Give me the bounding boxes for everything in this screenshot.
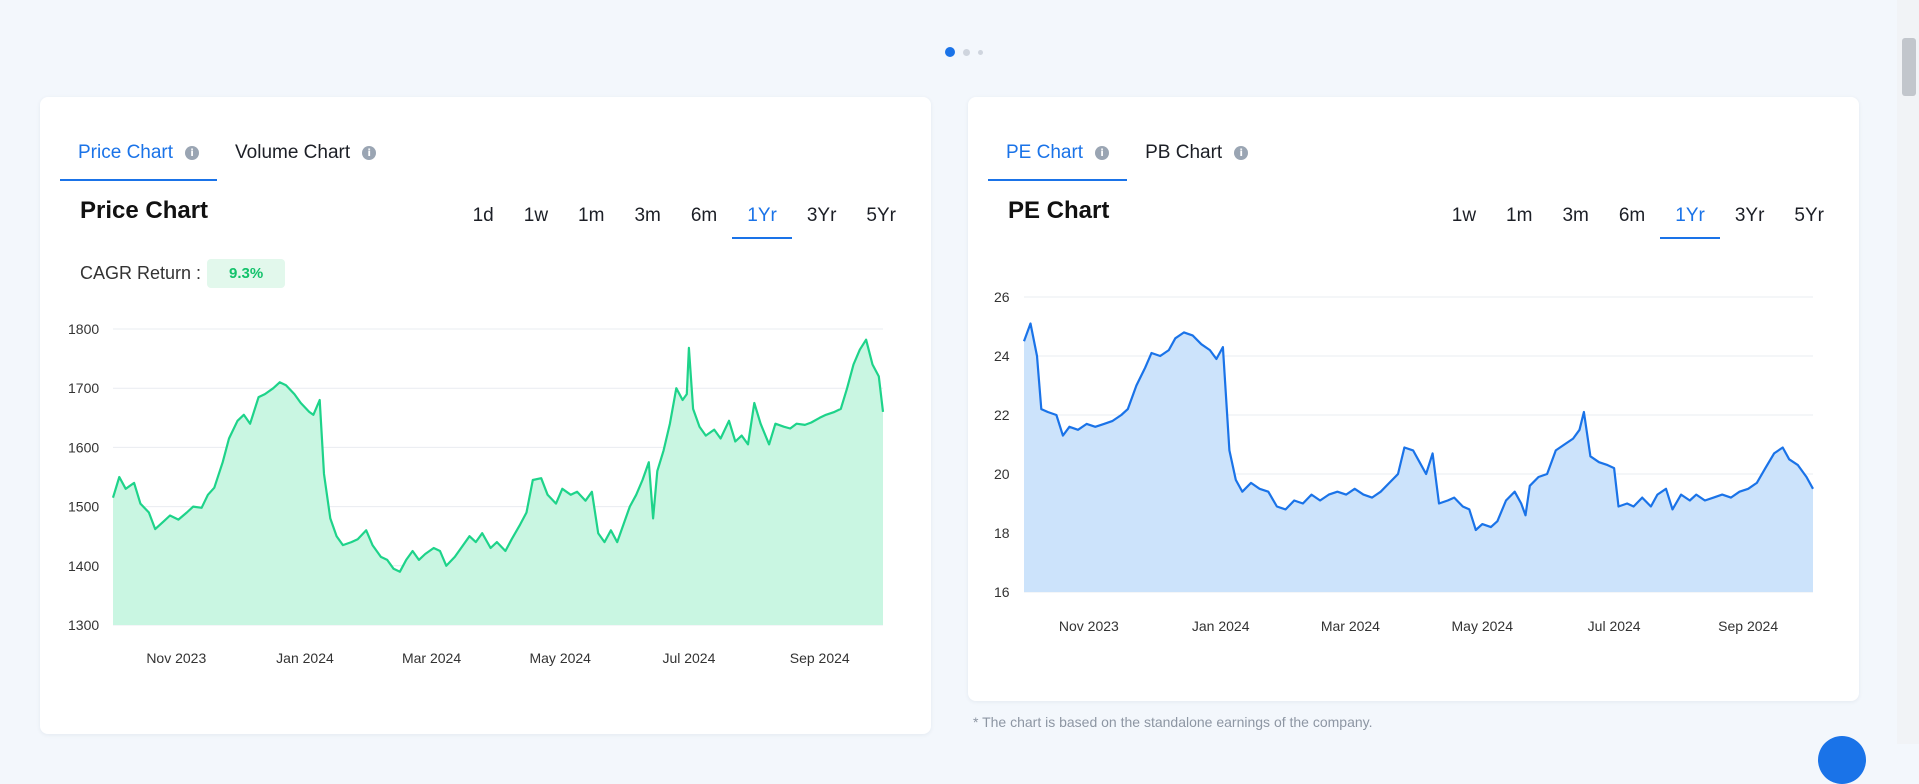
cagr-value-badge: 9.3% <box>207 259 286 288</box>
period-6m[interactable]: 6m <box>1618 205 1646 226</box>
chart-title: PE Chart <box>1008 197 1110 224</box>
cagr-row: CAGR Return : 9.3% <box>80 259 286 288</box>
period-5yr[interactable]: 5Yr <box>1794 205 1824 226</box>
chart-tabs: Price Chart i Volume Chart i <box>60 127 394 181</box>
period-selector: 1w 1m 3m 6m 1Yr 3Yr 5Yr <box>1437 195 1839 239</box>
price-chart-card: Price Chart i Volume Chart i Price Chart… <box>40 97 931 734</box>
footnote: * The chart is based on the standalone e… <box>973 714 1373 730</box>
chart-title: Price Chart <box>80 197 209 224</box>
y-tick-label: 18 <box>994 525 1010 541</box>
period-1m[interactable]: 1m <box>1506 205 1533 226</box>
y-tick-label: 20 <box>994 466 1010 482</box>
carousel-dot-3[interactable] <box>978 49 983 55</box>
price-area-chart[interactable]: 1300 1400 1500 1600 1700 1800 Nov 2023 Jan 2024… <box>40 97 931 734</box>
info-icon[interactable]: i <box>1095 146 1110 160</box>
y-tick-label: 1600 <box>68 439 99 455</box>
x-tick-label: Mar 2024 <box>402 650 461 666</box>
scrollbar-thumb[interactable] <box>1902 38 1916 96</box>
series-area-fill <box>1024 323 1813 592</box>
x-tick-label: Nov 2023 <box>1059 618 1119 634</box>
x-tick-label: Nov 2023 <box>146 650 206 666</box>
x-tick-label: May 2024 <box>1452 618 1514 634</box>
period-1m[interactable]: 1m <box>578 205 605 226</box>
x-tick-label: Jul 2024 <box>1588 618 1641 634</box>
period-3m[interactable]: 3m <box>1562 205 1589 226</box>
period-3m[interactable]: 3m <box>634 205 661 226</box>
info-icon[interactable]: i <box>362 146 377 160</box>
y-tick-label: 1700 <box>68 380 99 396</box>
y-tick-label: 24 <box>994 348 1010 364</box>
x-tick-label: May 2024 <box>529 650 591 666</box>
tab-pb-chart[interactable]: PB Chart i <box>1127 127 1266 179</box>
carousel-dot-2[interactable] <box>963 48 970 56</box>
info-icon[interactable]: i <box>185 146 200 160</box>
y-tick-label: 16 <box>994 584 1010 600</box>
y-tick-label: 1800 <box>68 321 99 337</box>
tab-label: PE Chart <box>1006 142 1084 163</box>
period-1w[interactable]: 1w <box>1451 205 1477 226</box>
period-selector: 1d 1w 1m 3m 6m 1Yr 3Yr 5Yr <box>458 195 911 239</box>
pe-area-chart[interactable]: 16 18 20 22 24 26 Nov 2023 Jan 2024 Mar 2024 May … <box>968 97 1859 701</box>
y-tick-label: 1400 <box>68 558 99 574</box>
carousel-dots <box>945 47 983 57</box>
tab-volume-chart[interactable]: Volume Chart i <box>217 127 394 179</box>
tab-label: PB Chart <box>1145 142 1223 163</box>
period-3yr[interactable]: 3Yr <box>806 205 837 226</box>
period-5yr[interactable]: 5Yr <box>866 205 896 226</box>
chart-tabs: PE Chart i PB Chart i <box>988 127 1266 181</box>
period-6m[interactable]: 6m <box>690 205 718 226</box>
series-line <box>1022 322 1814 532</box>
y-tick-label: 1300 <box>68 617 99 633</box>
x-tick-label: Jan 2024 <box>1192 618 1250 634</box>
tab-pe-chart[interactable]: PE Chart i <box>988 127 1128 181</box>
x-tick-label: Sep 2024 <box>790 650 850 666</box>
floating-action-button[interactable] <box>1818 736 1866 784</box>
cagr-label: CAGR Return : <box>80 263 202 283</box>
period-1w[interactable]: 1w <box>523 205 549 226</box>
y-tick-label: 26 <box>994 289 1010 305</box>
pe-chart-card: PE Chart i PB Chart i PE Chart 1w 1m 3m … <box>968 97 1859 701</box>
period-1yr[interactable]: 1Yr <box>732 195 792 239</box>
info-icon[interactable]: i <box>1234 146 1249 160</box>
period-1yr[interactable]: 1Yr <box>1660 195 1720 239</box>
x-tick-label: Jan 2024 <box>276 650 334 666</box>
x-tick-label: Jul 2024 <box>662 650 715 666</box>
x-tick-label: Mar 2024 <box>1321 618 1380 634</box>
y-tick-label: 1500 <box>68 499 99 515</box>
y-tick-label: 22 <box>994 407 1010 423</box>
tab-label: Volume Chart <box>235 142 351 163</box>
series-area-fill <box>113 339 883 625</box>
tab-label: Price Chart <box>78 142 174 163</box>
period-1d[interactable]: 1d <box>472 205 494 226</box>
period-3yr[interactable]: 3Yr <box>1734 205 1765 226</box>
series-line <box>111 338 885 573</box>
carousel-dot-1[interactable] <box>945 47 955 57</box>
x-tick-label: Sep 2024 <box>1718 618 1778 634</box>
tab-price-chart[interactable]: Price Chart i <box>60 127 218 181</box>
scrollbar[interactable] <box>1897 0 1919 744</box>
